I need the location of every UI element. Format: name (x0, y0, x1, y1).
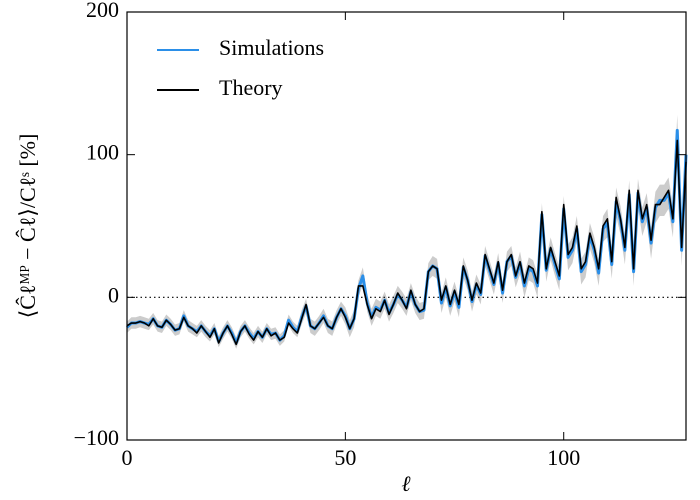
y-tick-label: −100 (74, 425, 119, 450)
y-axis-label: ⟨Ĉℓᴹᴾ − Ĉℓ⟩/Cℓˢ [%] (15, 134, 40, 319)
y-tick-label: 200 (86, 0, 119, 22)
x-tick-label: 50 (334, 445, 356, 470)
y-tick-label: 0 (108, 282, 119, 307)
plot-frame (126, 11, 687, 441)
data-line (126, 139, 687, 346)
y-tick-label: 100 (86, 140, 119, 165)
legend-label: Simulations (219, 35, 324, 60)
x-axis-label: ℓ (401, 471, 411, 496)
legend-label: Theory (219, 75, 283, 100)
x-tick-label: 0 (122, 445, 133, 470)
x-tick-label: 100 (547, 445, 580, 470)
